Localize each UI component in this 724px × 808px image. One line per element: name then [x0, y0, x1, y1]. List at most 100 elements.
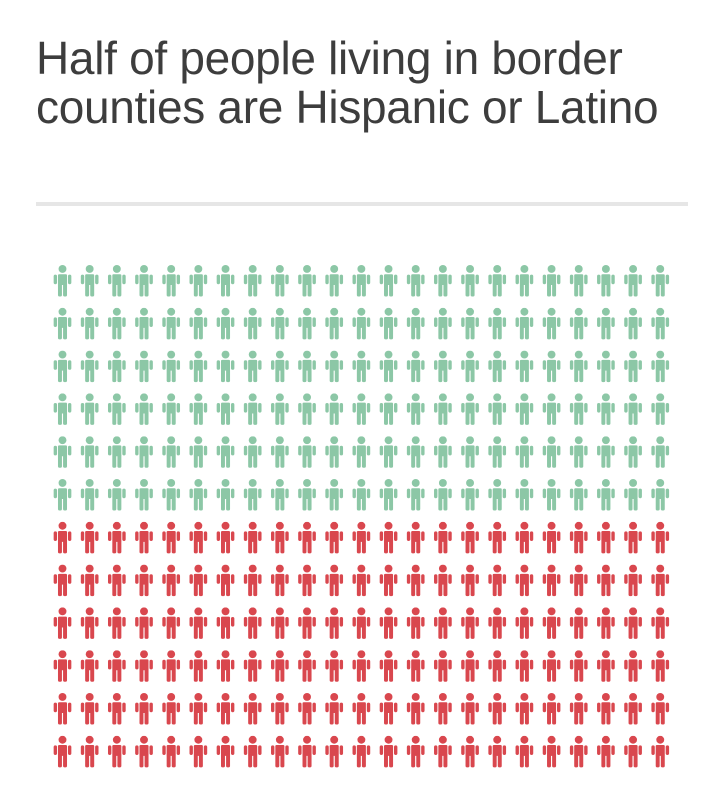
- person-icon: [624, 650, 642, 682]
- person-icon: [325, 650, 344, 682]
- person-icon: [53, 350, 72, 383]
- person-icon: [216, 265, 235, 297]
- person-icon: [515, 735, 534, 768]
- person-icon: [379, 436, 398, 468]
- person-icon: [379, 479, 398, 511]
- person-icon: [569, 607, 588, 639]
- person-icon: [325, 735, 344, 768]
- person-icon: [189, 350, 208, 383]
- person-icon: [80, 564, 99, 597]
- person-icon: [107, 521, 126, 554]
- person-icon: [379, 735, 398, 768]
- person-icon: [135, 693, 153, 725]
- person-icon: [515, 307, 534, 340]
- person-icon: [597, 265, 615, 297]
- person-icon: [379, 607, 398, 639]
- person-icon: [406, 265, 425, 297]
- person-icon: [325, 607, 344, 639]
- person-icon: [406, 307, 425, 340]
- person-icon: [379, 393, 398, 425]
- person-icon: [243, 735, 262, 768]
- person-icon: [624, 735, 642, 768]
- person-icon: [162, 350, 181, 383]
- person-icon: [298, 479, 316, 511]
- person-icon: [162, 607, 181, 639]
- person-icon: [243, 650, 262, 682]
- person-icon: [488, 564, 507, 597]
- person-icon: [352, 393, 371, 425]
- person-icon: [515, 607, 534, 639]
- person-icon: [488, 350, 507, 383]
- person-icon: [189, 735, 208, 768]
- person-icon: [216, 693, 235, 725]
- person-icon: [243, 693, 262, 725]
- person-icon: [379, 564, 398, 597]
- person-icon: [189, 607, 208, 639]
- person-icon: [488, 693, 507, 725]
- person-icon: [515, 521, 534, 554]
- person-icon: [298, 393, 316, 425]
- person-icon: [542, 307, 561, 340]
- person-icon: [597, 693, 615, 725]
- icon-group-2: [53, 521, 670, 768]
- person-icon: [651, 265, 670, 297]
- person-icon: [107, 735, 126, 768]
- person-icon: [298, 735, 316, 768]
- person-icon: [53, 521, 72, 554]
- person-icon: [488, 436, 507, 468]
- person-icon: [515, 350, 534, 383]
- person-icon: [135, 564, 153, 597]
- person-icon: [162, 479, 181, 511]
- person-icon: [53, 307, 72, 340]
- person-icon: [243, 479, 262, 511]
- person-icon: [107, 693, 126, 725]
- person-icon: [461, 436, 479, 468]
- person-icon: [434, 436, 452, 468]
- person-icon: [298, 564, 316, 597]
- person-icon: [325, 564, 344, 597]
- person-icon: [488, 650, 507, 682]
- person-icon: [107, 307, 126, 340]
- person-icon: [135, 393, 153, 425]
- person-icon: [434, 265, 452, 297]
- person-icon: [569, 350, 588, 383]
- person-icon: [298, 607, 316, 639]
- person-icon: [461, 393, 479, 425]
- person-icon: [352, 479, 371, 511]
- person-icon: [597, 350, 615, 383]
- person-icon: [271, 479, 289, 511]
- person-icon: [53, 265, 72, 297]
- person-icon: [135, 265, 153, 297]
- person-icon: [189, 307, 208, 340]
- person-icon: [352, 607, 371, 639]
- person-icon: [325, 436, 344, 468]
- person-icon: [434, 393, 452, 425]
- person-icon: [597, 564, 615, 597]
- person-icon: [597, 521, 615, 554]
- person-icon: [597, 393, 615, 425]
- person-icon: [271, 393, 289, 425]
- person-icon: [434, 479, 452, 511]
- person-icon: [216, 564, 235, 597]
- person-icon: [352, 350, 371, 383]
- person-icon: [298, 350, 316, 383]
- person-icon: [53, 735, 72, 768]
- person-icon: [461, 650, 479, 682]
- chart-title: Half of people living in border counties…: [36, 32, 659, 133]
- person-icon: [542, 735, 561, 768]
- person-icon: [216, 521, 235, 554]
- person-icon: [569, 735, 588, 768]
- person-icon: [135, 307, 153, 340]
- person-icon: [515, 479, 534, 511]
- person-icon: [624, 479, 642, 511]
- person-icon: [352, 650, 371, 682]
- person-icon: [515, 650, 534, 682]
- person-icon: [162, 307, 181, 340]
- person-icon: [597, 436, 615, 468]
- person-icon: [243, 607, 262, 639]
- person-icon: [216, 607, 235, 639]
- person-icon: [53, 693, 72, 725]
- person-icon: [542, 607, 561, 639]
- person-icon: [597, 479, 615, 511]
